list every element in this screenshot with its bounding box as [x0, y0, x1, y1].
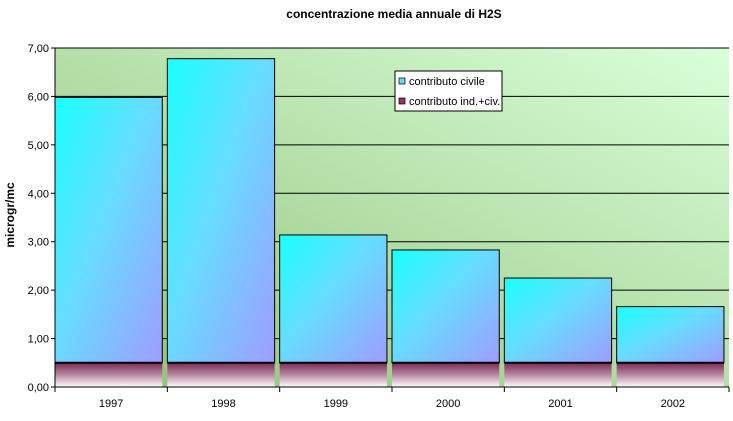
- bar-civile: [391, 249, 500, 364]
- y-tick-labels: 0,00 1,00 2,00 3,00 4,00 5,00 6,00 7,00: [28, 43, 49, 394]
- y-tick-label: 6,00: [28, 91, 49, 103]
- y-tick-label: 5,00: [28, 140, 49, 152]
- y-tick-label: 4,00: [28, 188, 49, 200]
- x-tick-label: 1998: [211, 398, 235, 410]
- bar-ind-civ: [616, 362, 724, 387]
- bar-ind-civ: [279, 362, 387, 387]
- axes: [51, 47, 730, 392]
- bar-ind-civ: [167, 362, 275, 387]
- bar-civile: [54, 96, 163, 364]
- y-tick-label: 1,00: [28, 334, 49, 346]
- y-axis-label: microgr/mc: [3, 182, 17, 248]
- bar-civile: [279, 234, 388, 364]
- x-tick-label: 2002: [661, 398, 685, 410]
- legend: contributo civile contributo ind.+civ.: [394, 70, 503, 112]
- legend-swatch-ind: [398, 97, 406, 105]
- legend-box: [394, 70, 503, 112]
- bar-civile: [616, 306, 725, 364]
- legend-swatch-civile: [398, 77, 406, 85]
- bar-civile: [503, 277, 613, 364]
- y-tick-label: 2,00: [28, 285, 49, 297]
- bar-ind-civ: [392, 362, 500, 387]
- x-tick-labels: 1997 1998 1999 2000 2001 2002: [99, 398, 685, 410]
- bar-ind-civ: [55, 362, 163, 387]
- y-tick-label: 0,00: [28, 382, 49, 394]
- y-tick-label: 7,00: [28, 43, 49, 55]
- y-tick-label: 3,00: [28, 237, 49, 249]
- bar-civile: [166, 58, 276, 364]
- bar-ind-civ: [504, 362, 612, 387]
- x-tick-label: 2000: [436, 398, 460, 410]
- x-tick-label: 1997: [99, 398, 123, 410]
- legend-label-ind: contributo ind.+civ.: [409, 96, 500, 108]
- legend-label-civile: contributo civile: [409, 76, 485, 88]
- x-tick-label: 1999: [324, 398, 348, 410]
- bars: [54, 58, 725, 387]
- x-tick-label: 2001: [548, 398, 572, 410]
- chart-title: concentrazione media annuale di H2S: [286, 7, 501, 21]
